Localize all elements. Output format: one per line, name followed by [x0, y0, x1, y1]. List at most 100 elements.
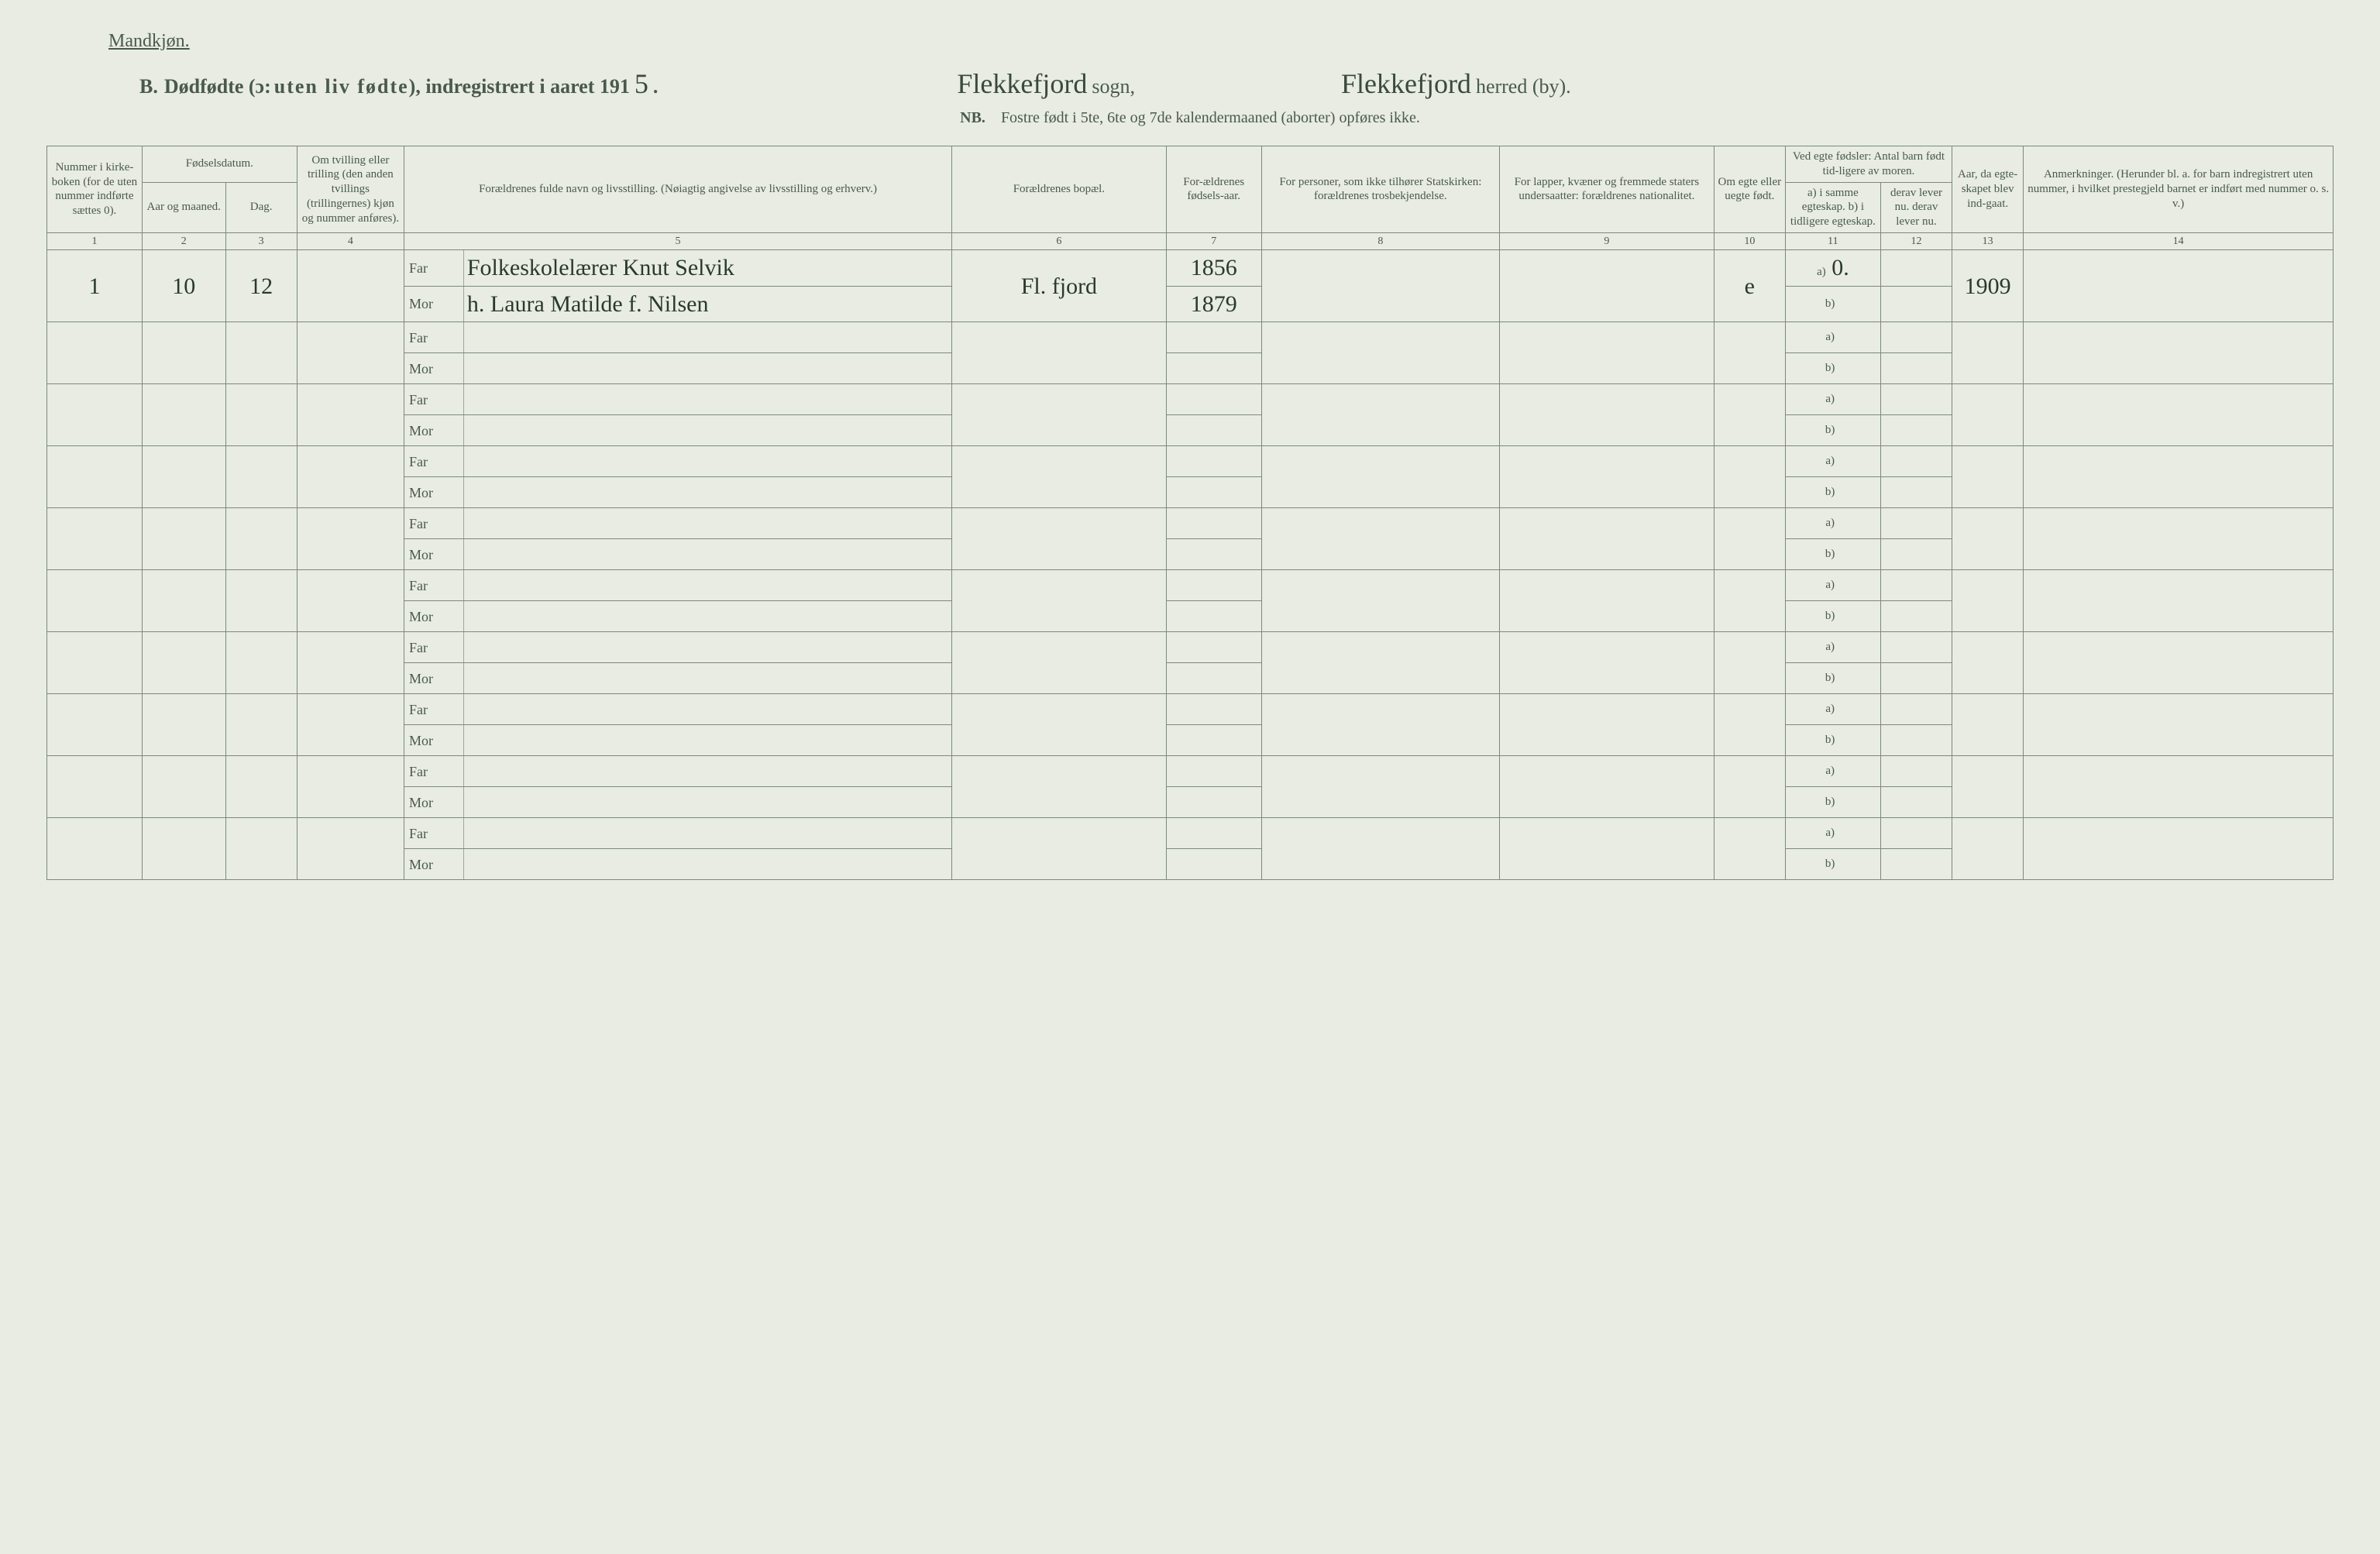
cell-b-lever [1880, 663, 1952, 694]
col-header-11: a) i samme egteskap. b) i tidligere egte… [1785, 182, 1880, 232]
cell-col8 [1261, 446, 1499, 508]
cell-num [47, 446, 143, 508]
cell-a: a) 0. [1785, 250, 1880, 287]
cell-bopel [952, 632, 1167, 694]
cell-mor-name [463, 353, 951, 384]
cell-col13: 1909 [1952, 250, 2024, 322]
cell-b: b) [1785, 787, 1880, 818]
cell-b-lever [1880, 415, 1952, 446]
cell-tvilling [297, 446, 404, 508]
cell-aar-maaned: 10 [142, 250, 225, 322]
year-digit: 5 [635, 67, 648, 100]
cell-bopel [952, 384, 1167, 446]
far-label: Far [404, 570, 464, 601]
cell-col14 [2024, 322, 2334, 384]
cell-a-lever [1880, 250, 1952, 287]
cell-mor-aar [1166, 353, 1261, 384]
cell-far-name [463, 570, 951, 601]
cell-num: 1 [47, 250, 143, 322]
cell-tvilling [297, 818, 404, 880]
cell-far-aar [1166, 322, 1261, 353]
cell-mor-aar [1166, 849, 1261, 880]
cell-col9 [1500, 446, 1714, 508]
cell-col8 [1261, 570, 1499, 632]
cell-b: b) [1785, 725, 1880, 756]
cell-col14 [2024, 570, 2334, 632]
colnum: 12 [1880, 232, 1952, 250]
cell-col13 [1952, 570, 2024, 632]
cell-a: a) [1785, 632, 1880, 663]
cell-far-name: Folkeskolelærer Knut Selvik [463, 250, 951, 287]
cell-dag [225, 632, 297, 694]
cell-bopel [952, 818, 1167, 880]
cell-col9 [1500, 384, 1714, 446]
cell-aar-maaned [142, 756, 225, 818]
cell-col8 [1261, 756, 1499, 818]
register-table: Nummer i kirke-boken (for de uten nummer… [46, 146, 2334, 880]
cell-tvilling [297, 384, 404, 446]
cell-far-name [463, 756, 951, 787]
cell-aar-maaned [142, 322, 225, 384]
colnum: 5 [404, 232, 952, 250]
register-page: Mandkjøn. B. Dødfødte (ɔ: uten liv fødte… [46, 31, 2334, 880]
cell-col8 [1261, 632, 1499, 694]
cell-a-lever [1880, 322, 1952, 353]
cell-col13 [1952, 632, 2024, 694]
cell-b: b) [1785, 539, 1880, 570]
far-label: Far [404, 446, 464, 477]
cell-dag [225, 446, 297, 508]
cell-far-aar [1166, 818, 1261, 849]
far-label: Far [404, 508, 464, 539]
cell-a: a) [1785, 384, 1880, 415]
cell-far-name [463, 694, 951, 725]
cell-b: b) [1785, 286, 1880, 322]
far-label: Far [404, 694, 464, 725]
cell-mor-name [463, 415, 951, 446]
cell-col8 [1261, 322, 1499, 384]
table-row: Fara) [47, 322, 2334, 353]
far-label: Far [404, 818, 464, 849]
cell-far-name [463, 322, 951, 353]
cell-b: b) [1785, 849, 1880, 880]
col-header-2: Fødselsdatum. [142, 146, 297, 183]
cell-col8 [1261, 508, 1499, 570]
cell-col13 [1952, 694, 2024, 756]
cell-num [47, 508, 143, 570]
cell-col9 [1500, 694, 1714, 756]
title-line: B. Dødfødte (ɔ: uten liv fødte ), indreg… [46, 67, 2334, 100]
cell-col10 [1714, 446, 1785, 508]
cell-col10 [1714, 694, 1785, 756]
cell-bopel [952, 322, 1167, 384]
cell-far-name [463, 446, 951, 477]
table-row: Far a) [47, 818, 2334, 849]
cell-a: a) [1785, 818, 1880, 849]
cell-aar-maaned [142, 570, 225, 632]
herred-label: herred (by). [1476, 75, 1571, 98]
cell-mor-aar [1166, 787, 1261, 818]
cell-mor-name [463, 663, 951, 694]
cell-col9 [1500, 570, 1714, 632]
table-body: 11012FarFolkeskolelærer Knut SelvikFl. f… [47, 250, 2334, 880]
col-header-13: Aar, da egte-skapet blev ind-gaat. [1952, 146, 2024, 233]
cell-dag [225, 756, 297, 818]
cell-tvilling [297, 694, 404, 756]
cell-col10 [1714, 570, 1785, 632]
cell-a-lever [1880, 508, 1952, 539]
title-part1: Dødfødte (ɔ: [164, 75, 271, 98]
cell-col14 [2024, 508, 2334, 570]
colnum: 8 [1261, 232, 1499, 250]
cell-far-aar [1166, 446, 1261, 477]
cell-dag [225, 384, 297, 446]
col-header-8: For personer, som ikke tilhører Statskir… [1261, 146, 1499, 233]
cell-far-aar [1166, 508, 1261, 539]
colnum: 13 [1952, 232, 2024, 250]
cell-a-lever [1880, 818, 1952, 849]
cell-col10 [1714, 384, 1785, 446]
title-spaced: uten liv fødte [274, 75, 409, 98]
col-header-6: Forældrenes bopæl. [952, 146, 1167, 233]
cell-mor-aar [1166, 539, 1261, 570]
far-label: Far [404, 756, 464, 787]
cell-b: b) [1785, 663, 1880, 694]
col-header-5: Forældrenes fulde navn og livsstilling. … [404, 146, 952, 233]
cell-mor-aar [1166, 725, 1261, 756]
